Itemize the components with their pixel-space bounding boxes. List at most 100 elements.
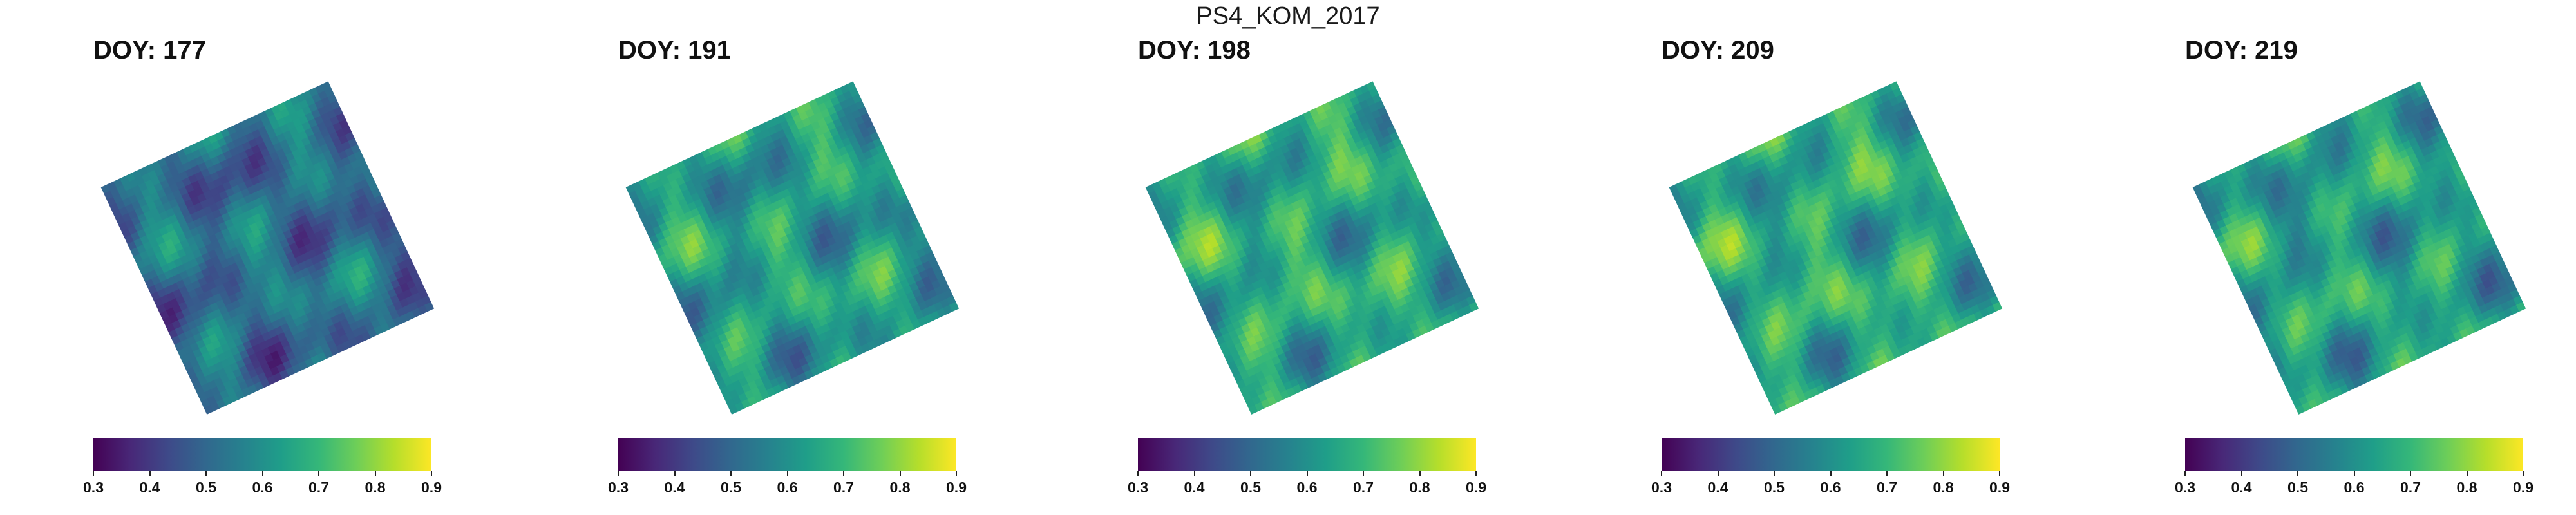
- heatmap-cell: [1326, 176, 1336, 187]
- heatmap-cell: [1223, 301, 1233, 312]
- heatmap-cell: [762, 197, 772, 207]
- heatmap-cell: [837, 192, 847, 203]
- heatmap-cell: [1881, 146, 1891, 156]
- heatmap-cell: [1759, 279, 1770, 290]
- heatmap-cell: [214, 246, 224, 256]
- heatmap-cell: [909, 282, 920, 292]
- heatmap-cell: [1268, 349, 1278, 359]
- heatmap-cell: [1401, 272, 1412, 282]
- heatmap-cell: [717, 348, 728, 359]
- heatmap-cell: [279, 270, 289, 280]
- heatmap-cell: [753, 277, 764, 288]
- heatmap-cell: [1850, 145, 1861, 156]
- heatmap-cell: [1345, 136, 1356, 147]
- heatmap-cell: [328, 261, 339, 272]
- heatmap-cell: [1740, 189, 1750, 200]
- heatmap-cell: [1444, 298, 1454, 308]
- heatmap-cell: [1244, 214, 1255, 225]
- heatmap-cell: [1363, 290, 1374, 300]
- heatmap-cell: [1459, 298, 1470, 308]
- heatmap-cell: [1815, 285, 1826, 295]
- heatmap-cell: [802, 117, 812, 127]
- heatmap-cell: [665, 203, 676, 214]
- heatmap-cell: [1700, 169, 1710, 180]
- heatmap-cell: [1255, 402, 1265, 412]
- heatmap-cell: [1853, 282, 1863, 293]
- heatmap-cell: [799, 341, 809, 351]
- heatmap-cell: [820, 108, 831, 118]
- heatmap-cell: [878, 182, 888, 192]
- heatmap-cell: [1233, 373, 1244, 383]
- heatmap-cell: [734, 333, 744, 343]
- heatmap-cell: [1402, 241, 1412, 251]
- heatmap-cell: [784, 310, 794, 320]
- heatmap-cell: [308, 102, 319, 113]
- heatmap-cell: [1275, 315, 1286, 325]
- heatmap-cell: [707, 261, 717, 271]
- heatmap-cell: [383, 213, 393, 224]
- heatmap-cell: [1832, 254, 1842, 264]
- heatmap-cell: [237, 197, 247, 207]
- heatmap-cell: [129, 178, 139, 189]
- heatmap-cell: [652, 241, 662, 251]
- heatmap-cell: [314, 246, 324, 256]
- heatmap-cell: [1398, 151, 1408, 161]
- heatmap-cell: [258, 225, 269, 236]
- heatmap-cell: [317, 221, 328, 231]
- heatmap-cell: [1896, 293, 1906, 303]
- heatmap-cell: [1334, 310, 1345, 321]
- heatmap-cell: [361, 216, 372, 227]
- heatmap-cell: [1197, 229, 1208, 239]
- heatmap-cell: [218, 221, 228, 232]
- heatmap-cell: [832, 133, 842, 144]
- heatmap-cell: [1814, 331, 1824, 341]
- heatmap-cell: [848, 118, 858, 129]
- heatmap-cell: [858, 337, 868, 347]
- colorbar-tick-label: 0.6: [252, 479, 273, 496]
- heatmap-cell: [236, 259, 246, 270]
- heatmap-cell: [846, 327, 856, 337]
- heatmap-cell: [1378, 337, 1388, 347]
- heatmap-cell: [1362, 205, 1373, 216]
- heatmap-cell: [1887, 174, 1897, 185]
- heatmap-cell: [1337, 217, 1347, 227]
- heatmap-cell: [1249, 373, 1259, 384]
- heatmap-cell: [1447, 304, 1457, 315]
- heatmap-cell: [913, 257, 923, 267]
- heatmap-cell: [790, 322, 800, 333]
- heatmap-cell: [1684, 184, 1694, 194]
- heatmap-cell: [1320, 148, 1331, 158]
- heatmap-cell: [204, 289, 214, 300]
- heatmap-cell: [1972, 258, 1982, 268]
- heatmap-cell: [1370, 256, 1381, 266]
- heatmap-cell: [1426, 276, 1436, 286]
- heatmap-cell: [1261, 169, 1271, 179]
- heatmap-cell: [873, 138, 883, 148]
- heatmap-cell: [229, 131, 240, 142]
- heatmap-cell: [1775, 295, 1785, 306]
- heatmap-cell: [1725, 304, 1735, 314]
- heatmap-cell: [1744, 279, 1754, 290]
- heatmap-cell: [351, 243, 361, 254]
- heatmap-cell: [1845, 217, 1855, 227]
- heatmap-cell: [308, 118, 318, 128]
- heatmap-cell: [1732, 270, 1742, 280]
- heatmap-cell: [1738, 151, 1748, 162]
- heatmap-cell: [770, 263, 780, 273]
- heatmap-cell: [187, 189, 198, 200]
- heatmap-cell: [346, 299, 357, 310]
- heatmap-cell: [305, 227, 315, 237]
- heatmap-cell: [783, 225, 793, 236]
- heatmap-cell: [309, 187, 319, 197]
- heatmap-cell: [1271, 141, 1281, 151]
- heatmap-cell: [1323, 270, 1334, 280]
- heatmap-cell: [1276, 169, 1287, 179]
- heatmap-cell: [1759, 311, 1769, 321]
- heatmap-cell: [1833, 322, 1843, 333]
- heatmap-cell: [1706, 198, 1716, 208]
- heatmap-cell: [1309, 123, 1319, 133]
- heatmap-cell: [226, 256, 236, 266]
- heatmap-cell: [1750, 276, 1761, 286]
- heatmap-cell: [1321, 117, 1332, 127]
- heatmap-cell: [882, 225, 893, 236]
